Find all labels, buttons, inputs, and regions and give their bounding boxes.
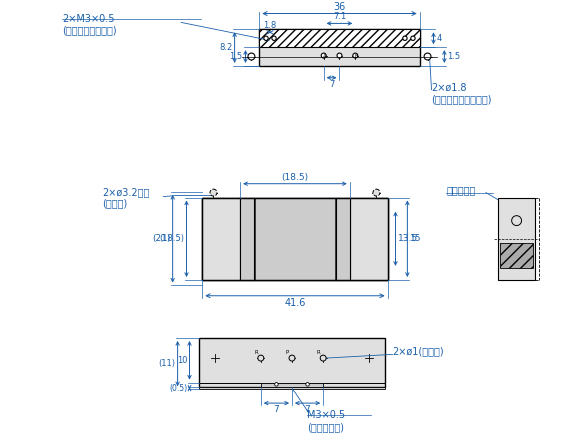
Text: B: B [354, 54, 358, 59]
Text: R: R [317, 350, 320, 355]
Text: 7: 7 [305, 405, 311, 414]
Bar [350, 198, 388, 280]
Text: P: P [286, 350, 289, 355]
Circle shape [289, 355, 295, 361]
Text: マニュアル: マニュアル [447, 186, 476, 196]
Text: 2×M3×0.5: 2×M3×0.5 [62, 14, 115, 24]
Bar [199, 338, 385, 387]
Text: (0.5): (0.5) [170, 384, 188, 393]
Text: 1.5: 1.5 [447, 52, 461, 61]
Circle shape [424, 53, 431, 60]
Text: 4: 4 [437, 34, 442, 43]
Bar [259, 29, 420, 66]
Text: A: A [323, 54, 326, 59]
Bar [202, 198, 240, 280]
Text: (18.5): (18.5) [282, 173, 308, 182]
Text: 7.1: 7.1 [333, 12, 346, 21]
Bar [259, 29, 420, 47]
Text: 41.6: 41.6 [285, 298, 305, 308]
Bar [202, 198, 388, 280]
Circle shape [403, 36, 407, 41]
Text: 7: 7 [329, 80, 334, 89]
Circle shape [321, 53, 326, 58]
Text: (取付用): (取付用) [102, 198, 127, 208]
Text: M3×0.5: M3×0.5 [307, 410, 345, 420]
Bar [199, 387, 385, 389]
Circle shape [272, 36, 276, 41]
Circle shape [373, 189, 380, 196]
Text: 8.2: 8.2 [219, 43, 233, 52]
Text: 36: 36 [333, 2, 346, 11]
Bar [240, 198, 350, 280]
Bar [202, 198, 388, 280]
Text: 1.5: 1.5 [229, 52, 243, 61]
Text: 2×ø3.2相当: 2×ø3.2相当 [102, 187, 149, 198]
Circle shape [248, 53, 255, 60]
Bar [261, 382, 323, 387]
Text: 2×ø1(呼吸用): 2×ø1(呼吸用) [392, 347, 444, 357]
Text: (パイロットポート): (パイロットポート) [62, 25, 117, 35]
Circle shape [411, 36, 415, 41]
Text: (18.5): (18.5) [160, 234, 185, 243]
Bar [498, 198, 535, 280]
Text: (配管ポート): (配管ポート) [307, 422, 344, 432]
Text: 13.5: 13.5 [398, 234, 417, 243]
Text: 2×ø1.8: 2×ø1.8 [431, 83, 467, 93]
Bar [500, 243, 533, 267]
Circle shape [512, 216, 522, 225]
Circle shape [337, 53, 342, 58]
Text: 10: 10 [177, 356, 188, 365]
Circle shape [353, 53, 358, 58]
Text: R: R [254, 350, 258, 355]
Circle shape [264, 36, 268, 41]
Circle shape [210, 189, 217, 196]
Circle shape [258, 355, 264, 361]
Text: 7: 7 [273, 405, 279, 414]
Circle shape [306, 382, 310, 386]
Text: (マニホールド取付用): (マニホールド取付用) [431, 94, 492, 104]
Text: (21): (21) [152, 234, 171, 243]
Circle shape [275, 382, 278, 386]
Text: (11): (11) [159, 359, 175, 368]
Text: 15: 15 [410, 234, 422, 243]
Text: 1.8: 1.8 [264, 21, 277, 30]
Circle shape [320, 355, 326, 361]
